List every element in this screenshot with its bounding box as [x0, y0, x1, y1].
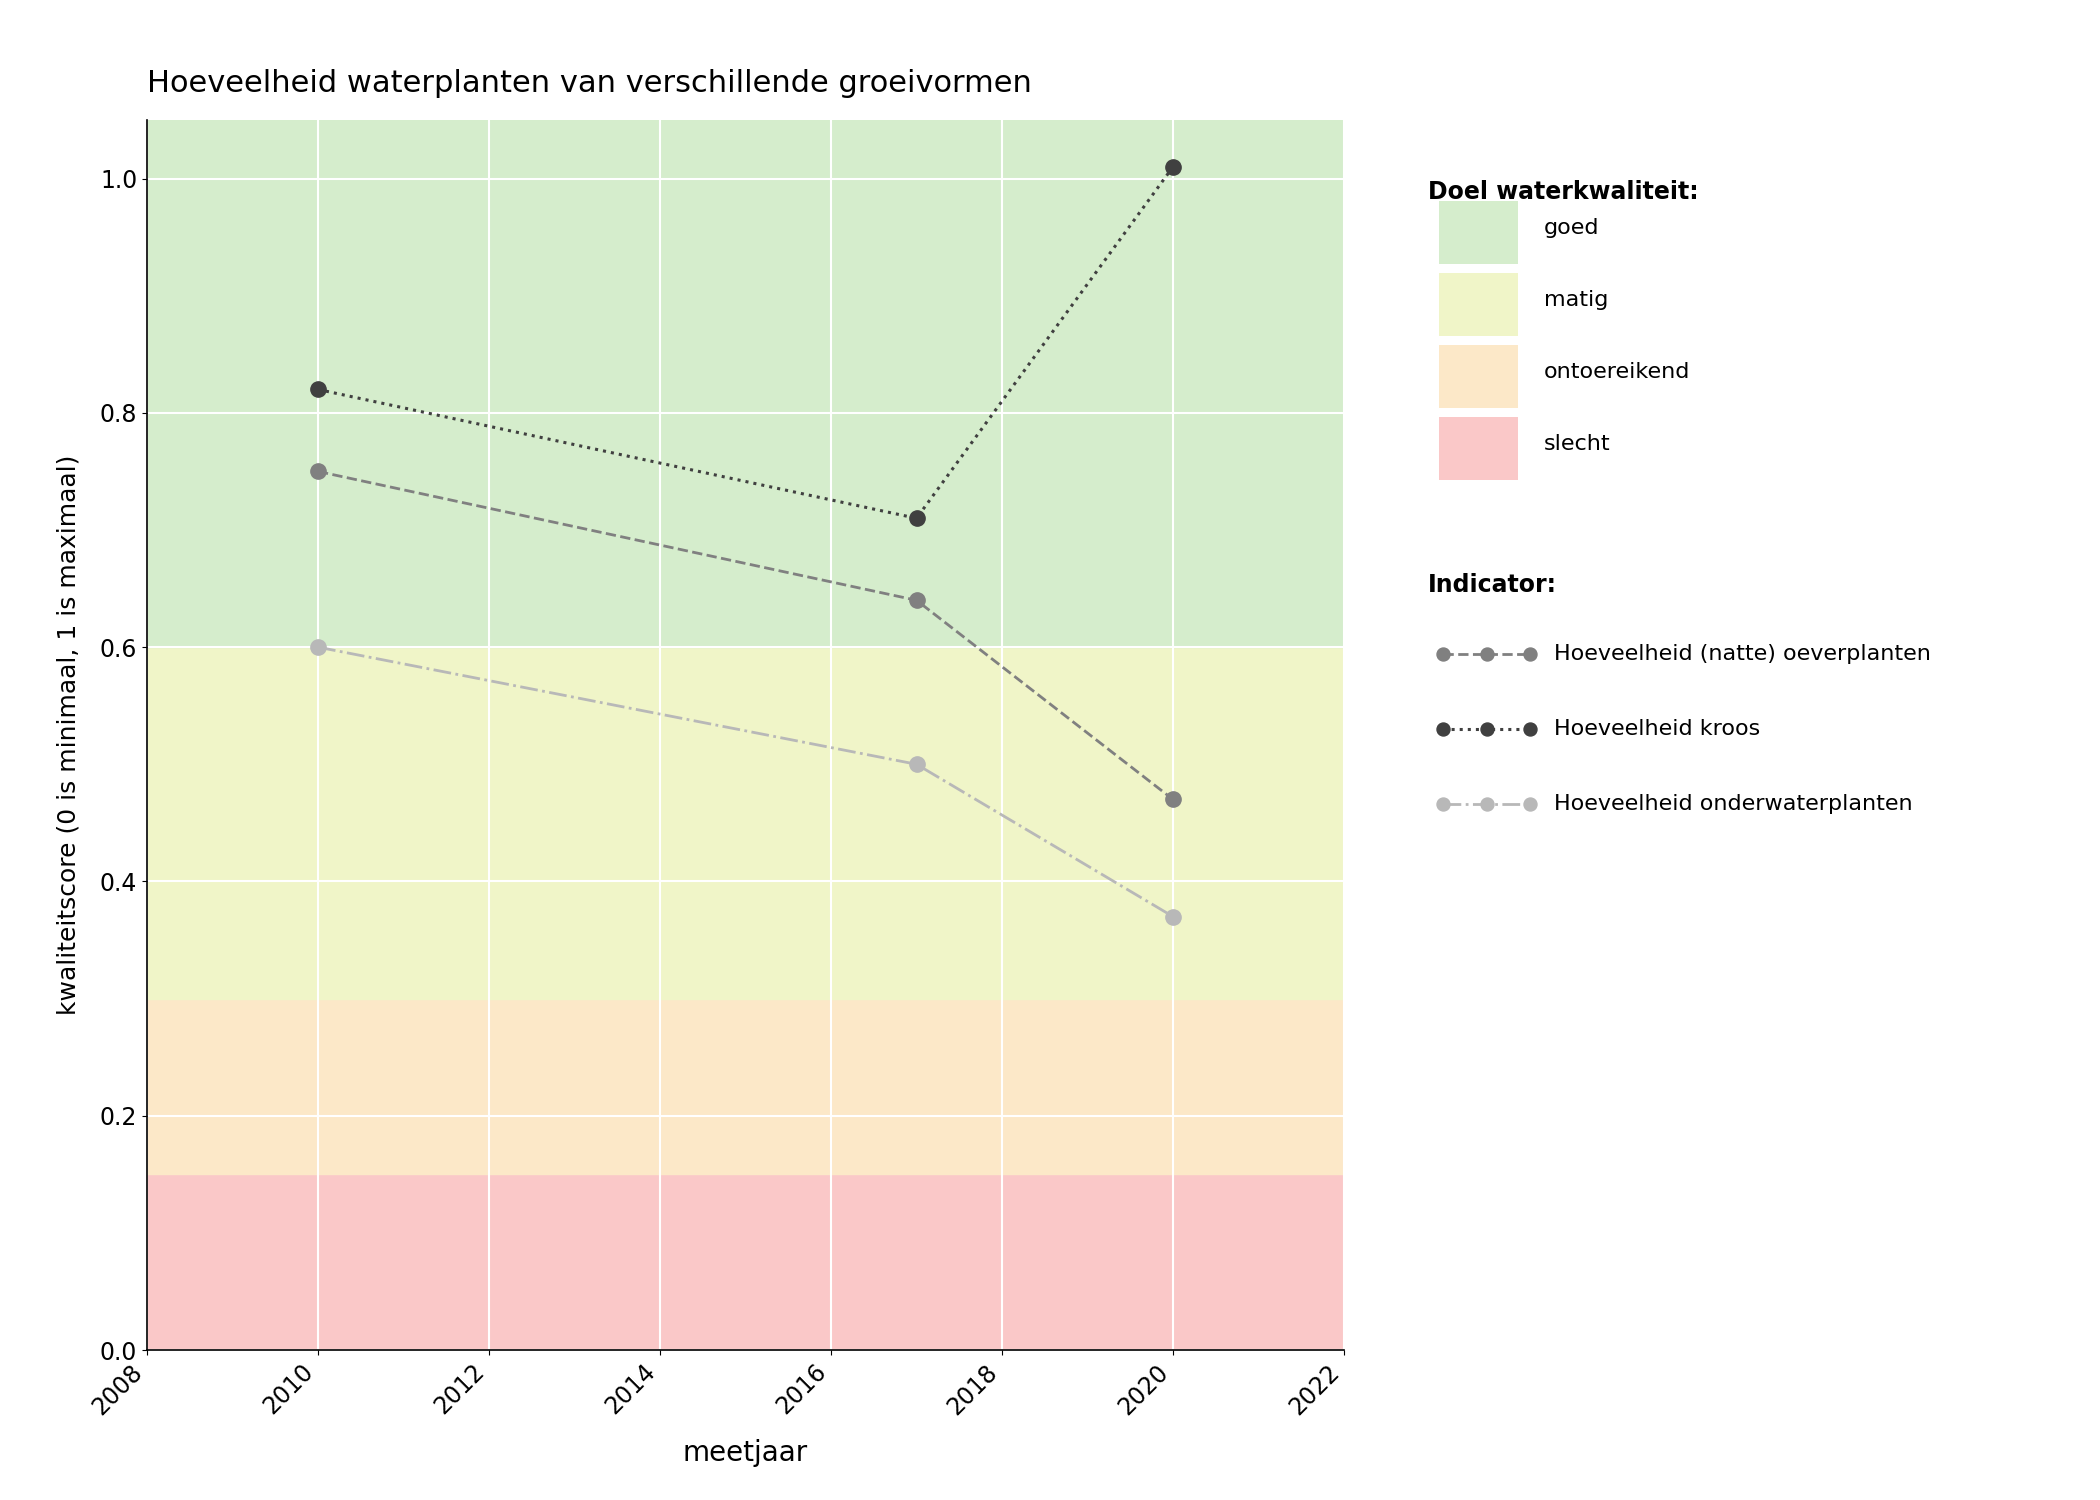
Text: slecht: slecht — [1544, 433, 1611, 454]
Text: Indicator:: Indicator: — [1428, 573, 1556, 597]
Bar — [147, 999, 1344, 1174]
Bar — [147, 646, 1344, 999]
Text: Hoeveelheid (natte) oeverplanten: Hoeveelheid (natte) oeverplanten — [1554, 644, 1930, 664]
Text: goed: goed — [1544, 217, 1598, 238]
Text: Hoeveelheid waterplanten van verschillende groeivormen: Hoeveelheid waterplanten van verschillen… — [147, 69, 1031, 98]
Bar — [147, 1174, 1344, 1350]
Bar — [147, 120, 1344, 646]
X-axis label: meetjaar: meetjaar — [682, 1438, 808, 1467]
Text: ontoereikend: ontoereikend — [1544, 362, 1691, 382]
Text: Hoeveelheid kroos: Hoeveelheid kroos — [1554, 718, 1760, 740]
Text: Doel waterkwaliteit:: Doel waterkwaliteit: — [1428, 180, 1699, 204]
Y-axis label: kwaliteitscore (0 is minimaal, 1 is maximaal): kwaliteitscore (0 is minimaal, 1 is maxi… — [57, 454, 80, 1016]
Text: Hoeveelheid onderwaterplanten: Hoeveelheid onderwaterplanten — [1554, 794, 1913, 814]
Text: matig: matig — [1544, 290, 1609, 310]
